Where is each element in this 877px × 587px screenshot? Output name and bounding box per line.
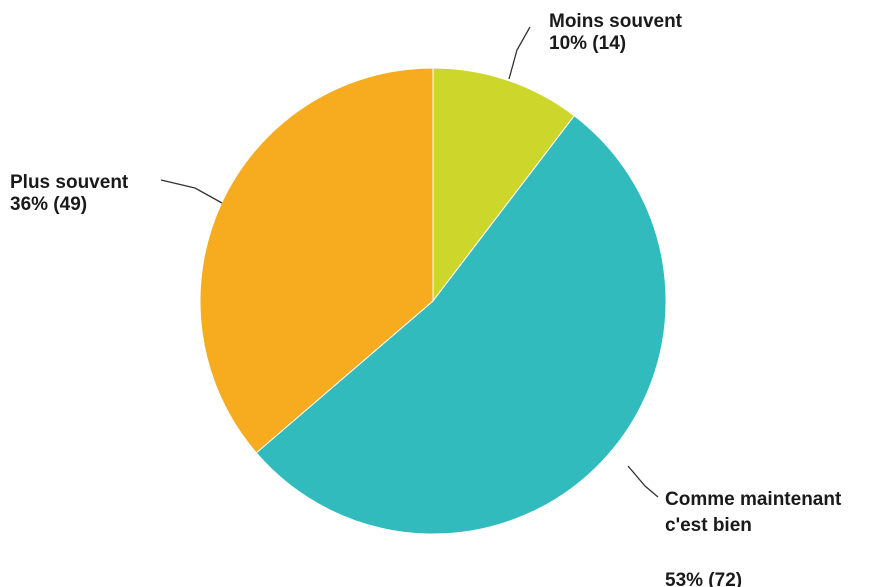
pie-slices	[199, 67, 667, 535]
pie-slice-2	[199, 67, 434, 454]
pie-slice-0	[432, 67, 576, 303]
slice-label-value-1: 53% (72)	[665, 570, 742, 587]
leader-lines	[160, 26, 659, 498]
slice-label-name-1-0: Comme maintenant	[665, 489, 842, 510]
slice-label-name-2-0: Plus souvent	[10, 172, 129, 193]
leader-line-0	[508, 26, 531, 80]
leader-line-2	[160, 179, 223, 204]
leader-line-1	[627, 465, 659, 498]
slice-label-value-0: 10% (14)	[549, 33, 626, 54]
pie-slice-1	[255, 115, 667, 535]
slice-label-value-2: 36% (49)	[10, 194, 87, 215]
slice-label-name-0-0: Moins souvent	[549, 11, 683, 32]
slice-label-name-1-1: c'est bien	[665, 515, 752, 536]
